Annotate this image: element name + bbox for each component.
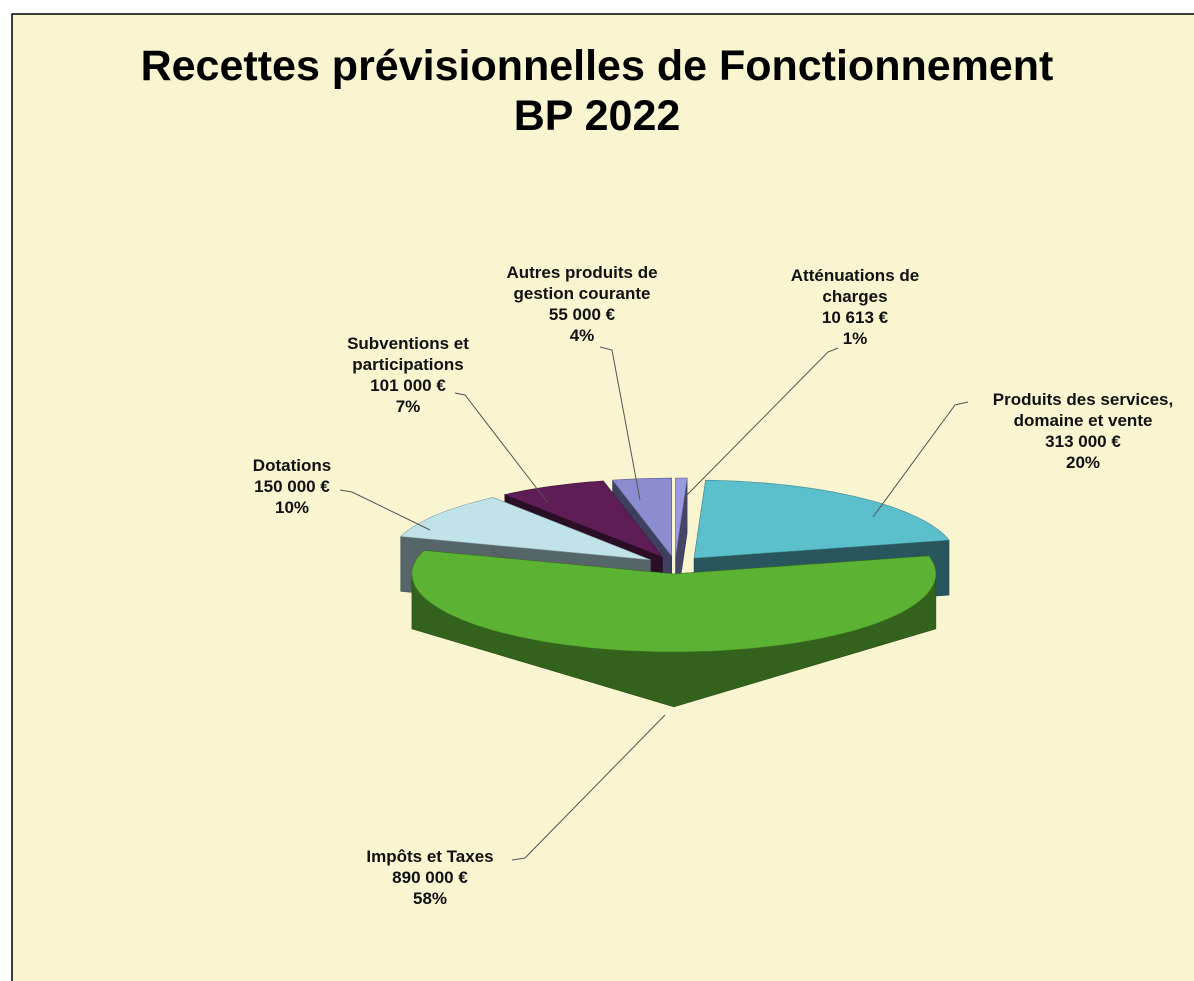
category-label: Produits des services, domaine et vente	[992, 390, 1174, 430]
value-label: 55 000 €	[548, 305, 616, 324]
leader-line	[511, 714, 666, 861]
percent-label: 4%	[569, 326, 595, 345]
value-label: 890 000 €	[392, 868, 468, 887]
slice-label: Impôts et Taxes 890 000 € 58%	[330, 846, 530, 909]
value-label: 313 000 €	[1045, 432, 1121, 451]
category-label: Subventions et participations	[347, 334, 469, 374]
chart-title: Recettes prévisionnelles de Fonctionneme…	[140, 42, 1054, 90]
category-label: Dotations	[252, 456, 332, 475]
percent-label: 7%	[395, 397, 421, 416]
value-label: 101 000 €	[370, 376, 446, 395]
slice	[693, 479, 950, 559]
slice-label: Subventions et participations 101 000 € 7%	[323, 333, 493, 417]
value-label: 10 613 €	[821, 308, 889, 327]
percent-label: 1%	[842, 329, 868, 348]
percent-label: 10%	[274, 498, 310, 517]
percent-label: 20%	[1065, 453, 1101, 472]
slice-label: Atténuations de charges 10 613 € 1%	[768, 265, 943, 349]
slice	[399, 497, 651, 561]
slice	[503, 480, 664, 558]
slice	[411, 550, 937, 653]
leader-line	[599, 346, 641, 501]
leader-line	[454, 392, 549, 504]
chart-title: BP 2022	[513, 92, 681, 140]
slice	[611, 477, 672, 558]
pie	[399, 477, 950, 708]
category-label: Impôts et Taxes	[366, 847, 494, 866]
slice-label: Autres produits de gestion courante 55 00…	[482, 262, 682, 346]
leader-line	[683, 347, 839, 499]
leader-line	[872, 401, 969, 518]
category-label: Autres produits de gestion courante	[506, 263, 658, 303]
percent-label: 58%	[412, 889, 448, 908]
slice-label: Produits des services, domaine et vente 3…	[966, 389, 1194, 473]
slice-label: Dotations 150 000 € 10%	[227, 455, 357, 518]
value-label: 150 000 €	[254, 477, 330, 496]
category-label: Atténuations de charges	[790, 266, 920, 306]
leader-line	[339, 489, 431, 531]
